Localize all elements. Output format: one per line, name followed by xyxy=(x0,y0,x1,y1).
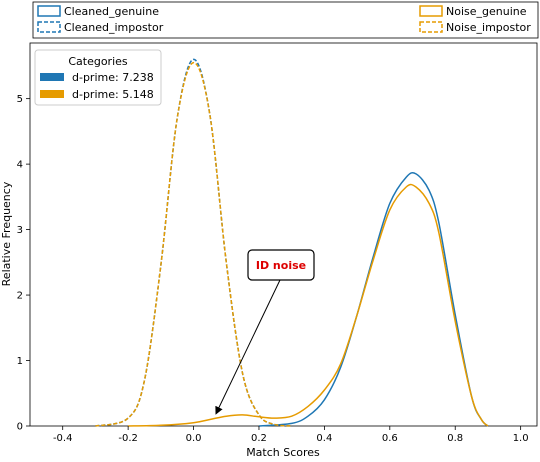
legend-swatch-noise-genuine xyxy=(419,5,443,17)
category-label-cleaned: d-prime: 7.238 xyxy=(72,71,154,84)
category-swatch-cleaned xyxy=(40,73,64,81)
legend-label-noise-genuine: Noise_genuine xyxy=(446,5,527,18)
series-line-noise-genuine xyxy=(128,183,489,427)
x-tick-label: 0.6 xyxy=(382,433,398,444)
series-curves xyxy=(95,58,489,427)
x-tick-label: -0.4 xyxy=(53,433,73,444)
x-tick-label: 0.2 xyxy=(251,433,267,444)
category-swatch-noise xyxy=(40,90,64,98)
legend-swatch-cleaned-genuine xyxy=(37,5,61,17)
y-tick-label: 4 xyxy=(17,160,23,171)
annotation-label: ID noise xyxy=(256,259,306,272)
id-noise-annotation: ID noise xyxy=(215,249,315,415)
categories-legend-frame xyxy=(34,49,162,106)
legend-label-cleaned-impostor: Cleaned_impostor xyxy=(64,21,164,34)
legend-swatch-noise-impostor xyxy=(419,21,443,33)
y-tick-label: 5 xyxy=(17,94,23,105)
legend-label-noise-impostor: Noise_impostor xyxy=(446,21,531,34)
x-axis-ticks: -0.4 -0.2 0.0 0.2 0.4 0.6 0.8 1.0 xyxy=(53,426,529,444)
y-tick-label: 1 xyxy=(17,356,23,367)
x-tick-label: 0.0 xyxy=(186,433,202,444)
x-tick-label: 1.0 xyxy=(513,433,529,444)
y-tick-label: 3 xyxy=(17,225,23,236)
legend-swatch-cleaned-impostor xyxy=(37,21,61,33)
y-axis-ticks: 0 1 2 3 4 5 xyxy=(17,94,30,433)
annotation-box xyxy=(247,249,315,281)
top-legend-frame xyxy=(32,1,539,39)
x-tick-label: 0.4 xyxy=(316,433,332,444)
x-tick-label: 0.8 xyxy=(447,433,463,444)
annotation-arrow xyxy=(215,279,281,415)
y-tick-label: 0 xyxy=(17,422,23,433)
legend-label-cleaned-genuine: Cleaned_genuine xyxy=(64,5,159,18)
categories-legend-title: Categories xyxy=(68,55,128,68)
x-tick-label: -0.2 xyxy=(118,433,138,444)
y-axis-label: Relative Frequency xyxy=(0,181,13,286)
series-line-noise-impostor xyxy=(95,61,292,427)
categories-legend: Categories d-prime: 7.238 d-prime: 5.148 xyxy=(34,49,162,106)
top-legend: Cleaned_genuine Cleaned_impostor Noise_g… xyxy=(32,1,539,39)
x-axis-label: Match Scores xyxy=(246,446,320,458)
y-tick-label: 2 xyxy=(17,291,23,302)
category-label-noise: d-prime: 5.148 xyxy=(72,88,154,101)
